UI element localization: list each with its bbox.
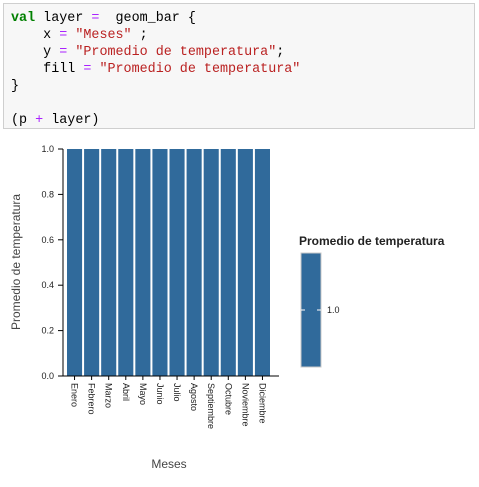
code-line-3: y = "Promedio de temperatura"; — [43, 45, 285, 60]
code-line-5: } — [11, 79, 20, 94]
code-line-2: x = "Meses" ; — [43, 28, 148, 43]
y-tick-label: 0.6 — [41, 235, 54, 245]
bar-diciembre — [254, 149, 270, 376]
x-axis-title: Meses — [151, 457, 186, 471]
bars — [67, 149, 270, 376]
legend-title: Promedio de temperatura — [299, 234, 445, 248]
x-tick-label: Marzo — [104, 383, 114, 408]
bar-noviembre — [237, 149, 253, 376]
x-tick-label: Febrero — [87, 383, 97, 415]
bar-febrero — [84, 149, 100, 376]
bar-mayo — [135, 149, 151, 376]
y-tick-label: 0.8 — [41, 189, 54, 199]
legend: Promedio de temperatura 1.0 — [299, 234, 445, 368]
code-line-1: val layer = geom_bar { — [11, 11, 196, 26]
bar-septiembre — [203, 149, 219, 376]
bar-chart: 0.0 0.2 0.4 0.6 0.8 1.0 Enero Febrero Marzo Abri… — [9, 144, 445, 471]
x-tick-label: Septiembre — [206, 383, 216, 429]
bar-enero — [67, 149, 83, 376]
x-tick-label: Mayo — [138, 383, 148, 405]
y-tick-label: 0.2 — [41, 326, 54, 336]
bar-abril — [118, 149, 134, 376]
code-line-7: (p + layer) — [11, 113, 100, 128]
bar-agosto — [186, 149, 202, 376]
y-axis-title: Promedio de temperatura — [9, 194, 23, 330]
bar-junio — [152, 149, 168, 376]
x-tick-label: Julio — [172, 383, 182, 402]
code-cell[interactable]: val layer = geom_bar { x = "Meses" ; y =… — [3, 3, 475, 129]
bar-octubre — [220, 149, 236, 376]
bar-julio — [169, 149, 185, 376]
x-tick-label: Agosto — [189, 383, 199, 411]
x-tick-label: Abril — [121, 383, 131, 401]
x-tick-label: Octubre — [223, 383, 233, 415]
y-axis: 0.0 0.2 0.4 0.6 0.8 1.0 — [41, 144, 64, 381]
code-line-4: fill = "Promedio de temperatura" — [43, 62, 301, 77]
y-tick-label: 0.0 — [41, 371, 54, 381]
bar-marzo — [101, 149, 117, 376]
x-tick-label: Junio — [155, 383, 165, 405]
code-line-6 — [11, 95, 474, 112]
y-tick-label: 1.0 — [41, 144, 54, 154]
x-axis: Enero Febrero Marzo Abril Mayo Junio Julio Agos… — [63, 375, 279, 429]
x-tick-label: Noviembre — [240, 383, 250, 427]
x-tick-label: Enero — [70, 383, 80, 407]
x-tick-label: Diciembre — [257, 383, 267, 424]
legend-tick-label: 1.0 — [327, 305, 340, 315]
y-tick-label: 0.4 — [41, 280, 54, 290]
